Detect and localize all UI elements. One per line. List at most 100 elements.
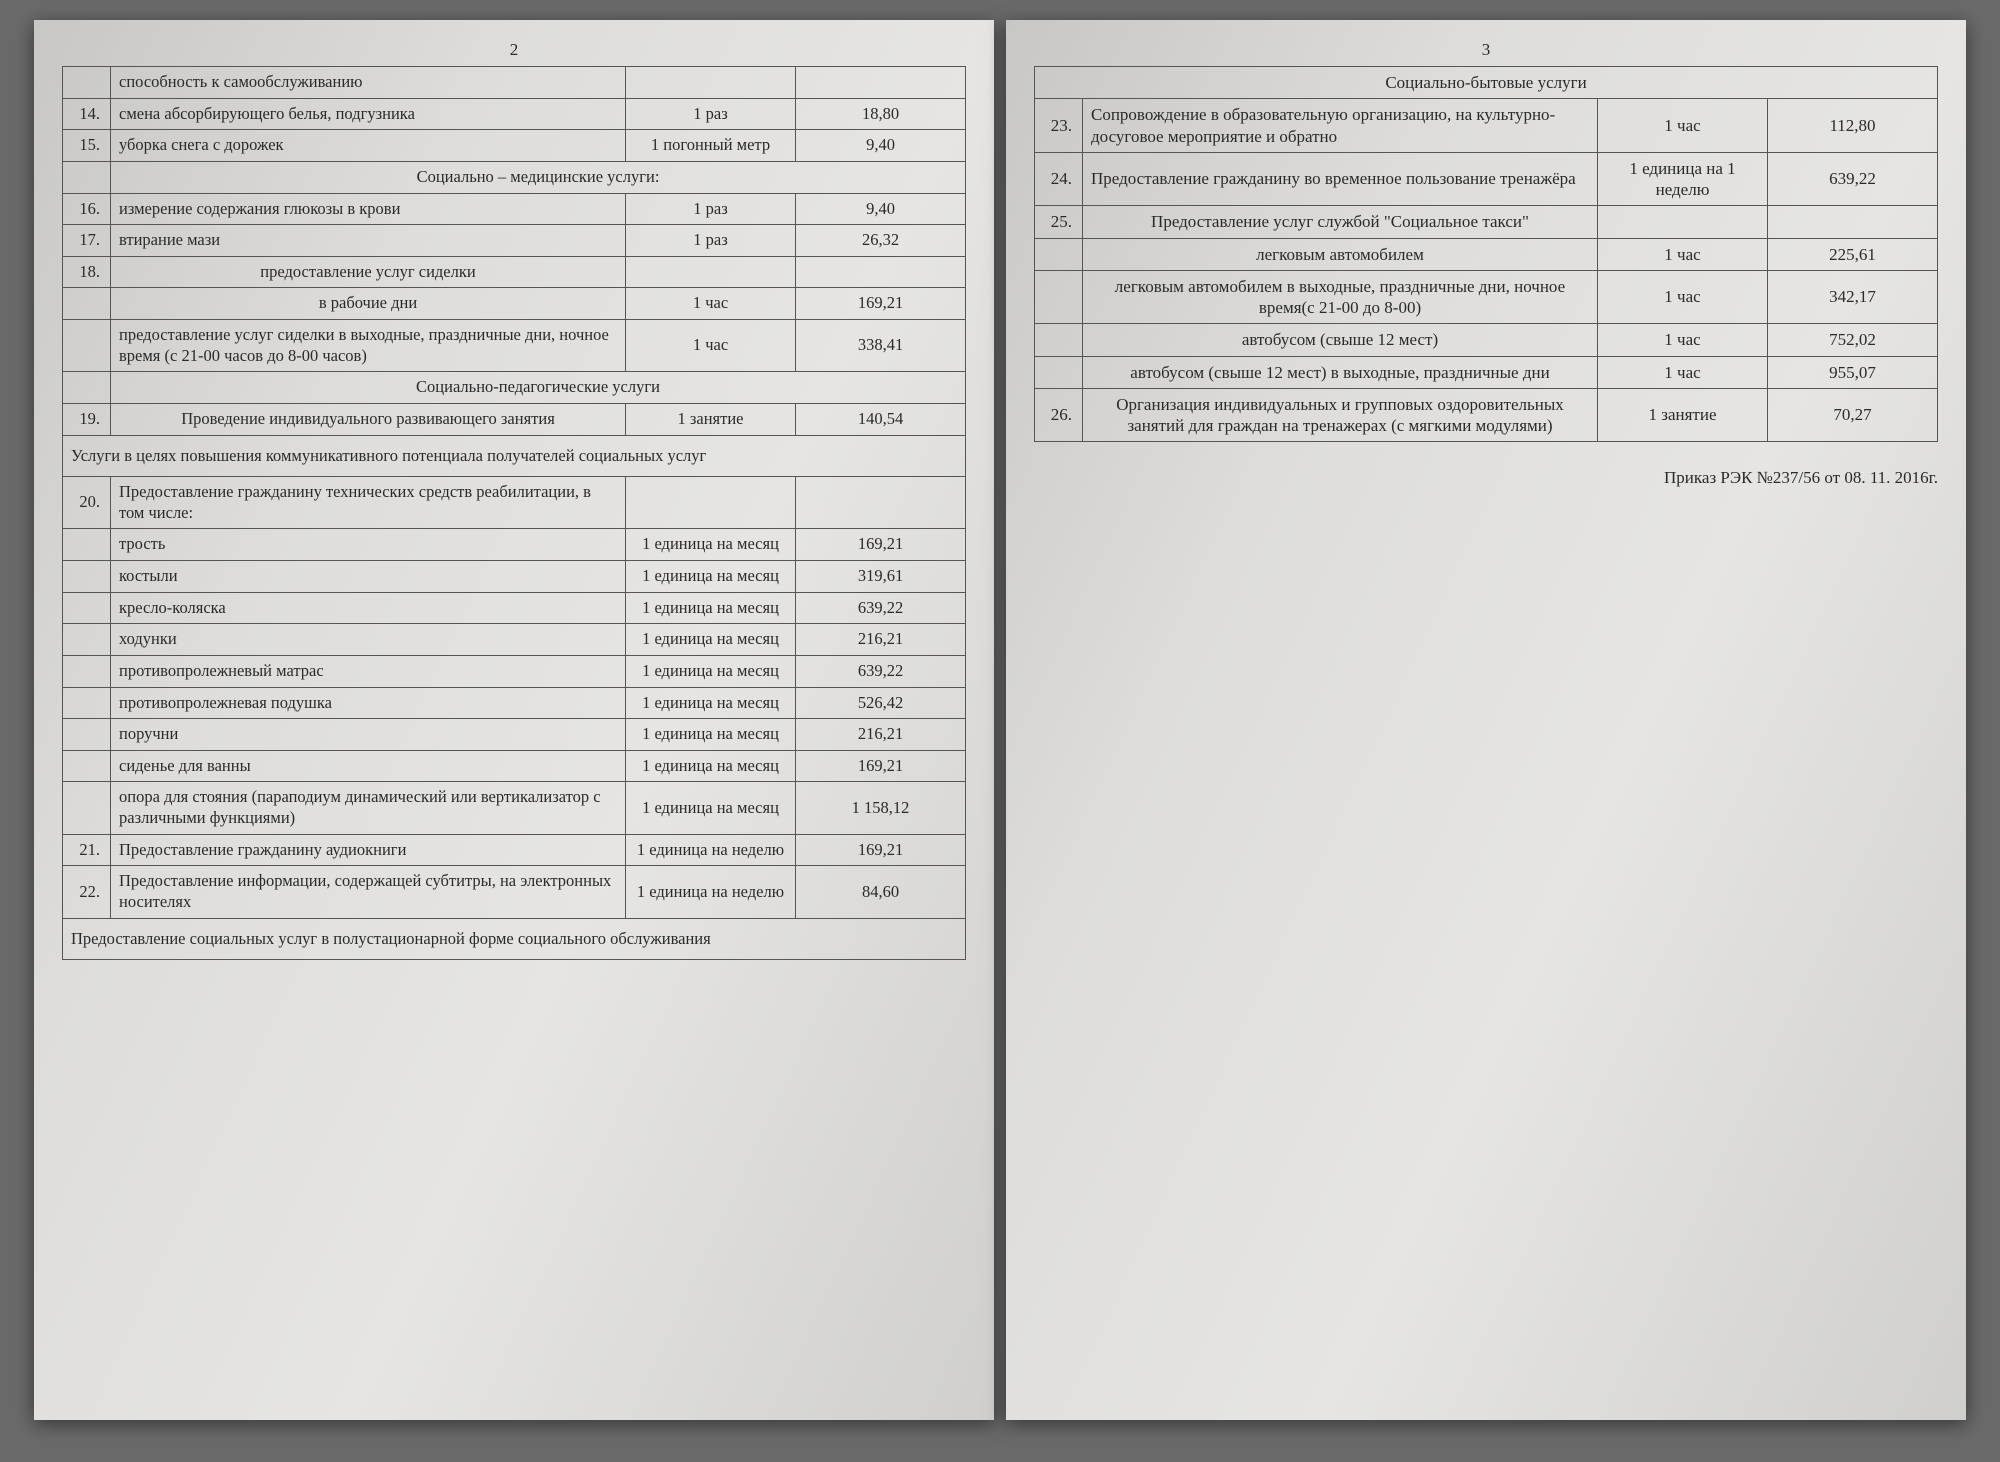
row-price: 140,54	[796, 403, 966, 435]
table-row: 18.предоставление услуг сиделки	[63, 256, 966, 288]
section-header: Социально-педагогические услуги	[111, 372, 966, 404]
row-unit	[1598, 206, 1768, 238]
row-price: 955,07	[1768, 356, 1938, 388]
row-number	[63, 750, 111, 782]
row-unit: 1 единица на месяц	[626, 687, 796, 719]
row-number	[63, 592, 111, 624]
row-unit: 1 час	[1598, 238, 1768, 270]
row-unit: 1 погонный метр	[626, 130, 796, 162]
row-number: 21.	[63, 834, 111, 866]
row-unit: 1 единица на 1 неделю	[1598, 152, 1768, 206]
row-price: 216,21	[796, 719, 966, 751]
row-description: кресло-коляска	[111, 592, 626, 624]
table-row: Социально-педагогические услуги	[63, 372, 966, 404]
row-number: 14.	[63, 98, 111, 130]
row-description: предоставление услуг сиделки	[111, 256, 626, 288]
row-price: 639,22	[796, 592, 966, 624]
row-number	[63, 320, 111, 372]
services-table-right: Социально-бытовые услуги 23.Сопровождени…	[1034, 66, 1938, 442]
row-description: поручни	[111, 719, 626, 751]
row-price: 169,21	[796, 529, 966, 561]
row-description: опора для стояния (параподиум динамическ…	[111, 782, 626, 834]
table-row: 21.Предоставление гражданину аудиокниги1…	[63, 834, 966, 866]
row-price: 9,40	[796, 193, 966, 225]
table-row: поручни1 единица на месяц216,21	[63, 719, 966, 751]
row-number	[63, 624, 111, 656]
table-row: 17.втирание мази1 раз26,32	[63, 225, 966, 257]
table-row: костыли1 единица на месяц319,61	[63, 561, 966, 593]
table-row: Предоставление социальных услуг в полуст…	[63, 918, 966, 960]
row-price: 169,21	[796, 750, 966, 782]
table-row: ходунки1 единица на месяц216,21	[63, 624, 966, 656]
table-row: Социально – медицинские услуги:	[63, 161, 966, 193]
full-section-header: Предоставление социальных услуг в полуст…	[63, 918, 966, 960]
row-price	[796, 256, 966, 288]
row-number: 20.	[63, 477, 111, 529]
row-unit: 1 единица на месяц	[626, 655, 796, 687]
table-row: трость1 единица на месяц169,21	[63, 529, 966, 561]
row-description: костыли	[111, 561, 626, 593]
row-unit: 1 час	[626, 320, 796, 372]
row-number: 17.	[63, 225, 111, 257]
row-description: Проведение индивидуального развивающего …	[111, 403, 626, 435]
page-number-right: 3	[1034, 40, 1938, 60]
row-number	[63, 655, 111, 687]
row-number: 19.	[63, 403, 111, 435]
row-number: 16.	[63, 193, 111, 225]
row-unit: 1 раз	[626, 98, 796, 130]
services-table-left: способность к самообслуживанию14.смена а…	[62, 66, 966, 960]
row-number	[63, 372, 111, 404]
table-row: кресло-коляска1 единица на месяц639,22	[63, 592, 966, 624]
row-price: 639,22	[1768, 152, 1938, 206]
table-row: противопролежневый матрас1 единица на ме…	[63, 655, 966, 687]
row-unit: 1 раз	[626, 225, 796, 257]
row-description: трость	[111, 529, 626, 561]
row-description: измерение содержания глюкозы в крови	[111, 193, 626, 225]
row-unit: 1 единица на неделю	[626, 834, 796, 866]
row-unit	[626, 256, 796, 288]
row-number	[63, 161, 111, 193]
page-left: 2 способность к самообслуживанию14.смена…	[34, 20, 994, 1420]
table-row: опора для стояния (параподиум динамическ…	[63, 782, 966, 834]
table-row: 15.уборка снега с дорожек1 погонный метр…	[63, 130, 966, 162]
row-unit: 1 единица на неделю	[626, 866, 796, 918]
row-number	[1035, 238, 1083, 270]
table-row: предоставление услуг сиделки в выходные,…	[63, 320, 966, 372]
row-description: Предоставление гражданину во временное п…	[1083, 152, 1598, 206]
row-price: 26,32	[796, 225, 966, 257]
row-price: 70,27	[1768, 388, 1938, 442]
row-unit	[626, 67, 796, 99]
row-price: 9,40	[796, 130, 966, 162]
row-description: автобусом (свыше 12 мест)	[1083, 324, 1598, 356]
table-row: 24.Предоставление гражданину во временно…	[1035, 152, 1938, 206]
row-price: 169,21	[796, 288, 966, 320]
row-unit: 1 единица на месяц	[626, 529, 796, 561]
row-unit: 1 час	[626, 288, 796, 320]
row-unit: 1 единица на месяц	[626, 782, 796, 834]
row-number: 15.	[63, 130, 111, 162]
row-number	[63, 67, 111, 99]
full-section-header: Услуги в целях повышения коммуникативног…	[63, 435, 966, 477]
row-description: автобусом (свыше 12 мест) в выходные, пр…	[1083, 356, 1598, 388]
table-row: 20.Предоставление гражданину технических…	[63, 477, 966, 529]
row-number: 24.	[1035, 152, 1083, 206]
table-row: 26.Организация индивидуальных и групповы…	[1035, 388, 1938, 442]
row-number	[63, 529, 111, 561]
table-row: сиденье для ванны1 единица на месяц169,2…	[63, 750, 966, 782]
table-row: 25.Предоставление услуг службой "Социаль…	[1035, 206, 1938, 238]
row-price: 18,80	[796, 98, 966, 130]
table-row: противопролежневая подушка1 единица на м…	[63, 687, 966, 719]
row-description: ходунки	[111, 624, 626, 656]
row-number	[1035, 356, 1083, 388]
row-number: 18.	[63, 256, 111, 288]
section-header: Социально – медицинские услуги:	[111, 161, 966, 193]
row-price	[796, 67, 966, 99]
row-description: Предоставление гражданину аудиокниги	[111, 834, 626, 866]
row-description: в рабочие дни	[111, 288, 626, 320]
table-row: 16.измерение содержания глюкозы в крови1…	[63, 193, 966, 225]
row-price: 216,21	[796, 624, 966, 656]
row-number	[63, 719, 111, 751]
row-unit: 1 единица на месяц	[626, 719, 796, 751]
table-row: 22.Предоставление информации, содержащей…	[63, 866, 966, 918]
footer-note: Приказ РЭК №237/56 от 08. 11. 2016г.	[1034, 468, 1938, 488]
